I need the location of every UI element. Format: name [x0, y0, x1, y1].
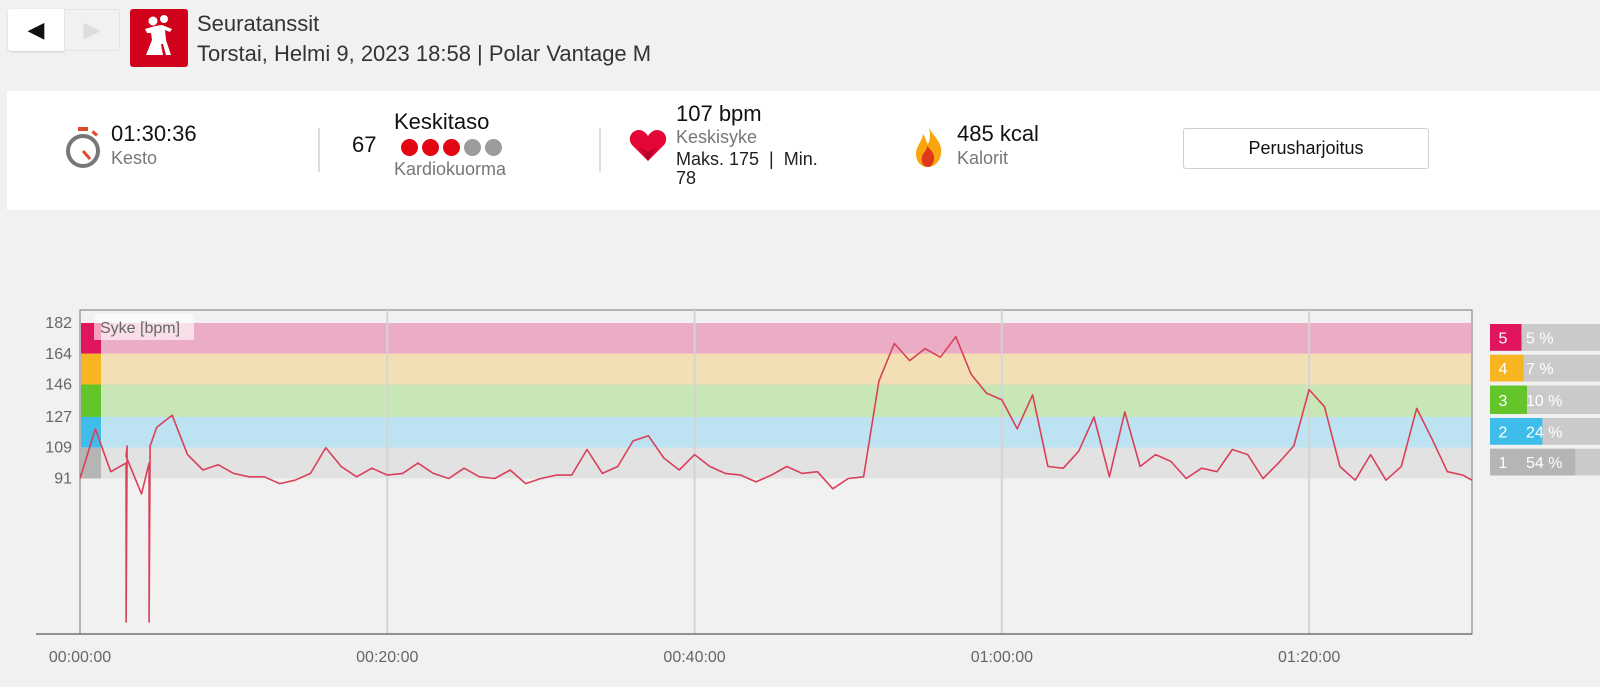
y-tick-label: 91: [54, 471, 72, 488]
x-tick-label: 01:00:00: [971, 649, 1033, 666]
forward-button[interactable]: ▶: [64, 9, 120, 51]
heart-rate-line: [79, 335, 1473, 623]
hr-zone-indicator: [81, 416, 101, 448]
avg-hr-label: Keskisyke: [676, 127, 758, 147]
cardio-load-level: Keskitaso: [394, 109, 490, 134]
duration-value: 01:30:36: [111, 121, 197, 146]
zone-percent-bar: [1516, 324, 1522, 351]
zone-percent-bar: [1516, 417, 1543, 445]
hr-zone-indicator: [81, 447, 101, 479]
load-dot: [485, 139, 502, 156]
hr-zone-band: [81, 447, 1471, 479]
arrow-left-icon: ◀: [27, 17, 45, 42]
zone-number: 4: [1499, 361, 1508, 378]
zone-number-box: [1490, 354, 1516, 382]
ballroom-dance-icon: [130, 9, 188, 67]
zone-number-box: [1490, 448, 1516, 476]
zone-number-box: [1490, 385, 1516, 414]
divider: [599, 128, 601, 172]
load-dot: [443, 139, 460, 156]
hr-zone-indicator: [81, 384, 101, 417]
flame-icon: [913, 124, 945, 173]
x-tick-label: 00:40:00: [663, 649, 725, 666]
legend-box: [94, 314, 194, 340]
y-tick-label: 127: [45, 409, 72, 426]
zone-number-box: [1490, 324, 1516, 351]
heart-rate-chart: 5 5 % 4 7 % 3 10 % 2 24 % 1 54 % 00:00:00 00:20:00 0…: [36, 309, 1600, 666]
hr-zone-indicator: [81, 353, 101, 385]
heart-icon: [629, 128, 667, 167]
sport-title: Seuratanssit: [197, 11, 320, 36]
max-min-hr: Maks. 175 | Min.: [676, 149, 818, 169]
y-tick-label: 109: [45, 440, 72, 457]
calories-value: 485 kcal: [957, 121, 1039, 146]
avg-hr-value: 107 bpm: [676, 101, 762, 126]
calories-label: Kalorit: [957, 148, 1009, 168]
hr-zone-band: [81, 384, 1471, 417]
zone-percent-bar: [1516, 385, 1527, 414]
zone-percent-bar: [1516, 448, 1576, 476]
zone-number-box: [1490, 417, 1516, 445]
cardio-load-dots: [401, 139, 502, 156]
training-benefit-button[interactable]: Perusharjoitus: [1183, 128, 1429, 169]
cardio-load-label: Kardiokuorma: [394, 159, 507, 179]
load-dot: [401, 139, 418, 156]
nav-buttons: ◀ ▶: [8, 9, 120, 51]
zone-number: 1: [1499, 455, 1508, 472]
session-subtitle: Torstai, Helmi 9, 2023 18:58 | Polar Van…: [197, 41, 652, 66]
divider: [318, 128, 320, 172]
zone-number: 5: [1499, 330, 1508, 347]
load-dot: [464, 139, 481, 156]
zone-percent: 7 %: [1526, 361, 1554, 378]
zone-number: 2: [1499, 424, 1508, 441]
hr-zone-band: [81, 353, 1471, 385]
x-tick-label: 00:20:00: [356, 649, 418, 666]
zone-percent: 5 %: [1526, 330, 1554, 347]
zone-percent-bar: [1516, 354, 1524, 382]
back-button[interactable]: ◀: [8, 9, 64, 51]
zone-percent: 54 %: [1526, 455, 1562, 472]
x-tick-label: 00:00:00: [49, 649, 111, 666]
x-tick-label: 01:20:00: [1278, 649, 1340, 666]
legend-label: Syke [bpm]: [100, 320, 180, 337]
duration-label: Kesto: [111, 148, 158, 168]
y-tick-label: 146: [45, 377, 72, 394]
summary-panel: 01:30:36 Kesto 67 Keskitaso Kardiokuorma…: [7, 91, 1600, 210]
hr-zone-band: [81, 323, 1471, 354]
load-dot: [422, 139, 439, 156]
stopwatch-icon: [64, 126, 102, 175]
zone-number: 3: [1499, 393, 1508, 410]
cardio-load-value: 67: [352, 132, 377, 157]
y-tick-label: 182: [45, 315, 72, 332]
min-hr-value: 78: [676, 168, 697, 188]
hr-zone-band: [81, 416, 1471, 448]
arrow-right-icon: ▶: [83, 17, 101, 42]
zone-percent: 24 %: [1526, 424, 1562, 441]
zone-percent: 10 %: [1526, 393, 1562, 410]
y-tick-label: 164: [45, 346, 72, 363]
